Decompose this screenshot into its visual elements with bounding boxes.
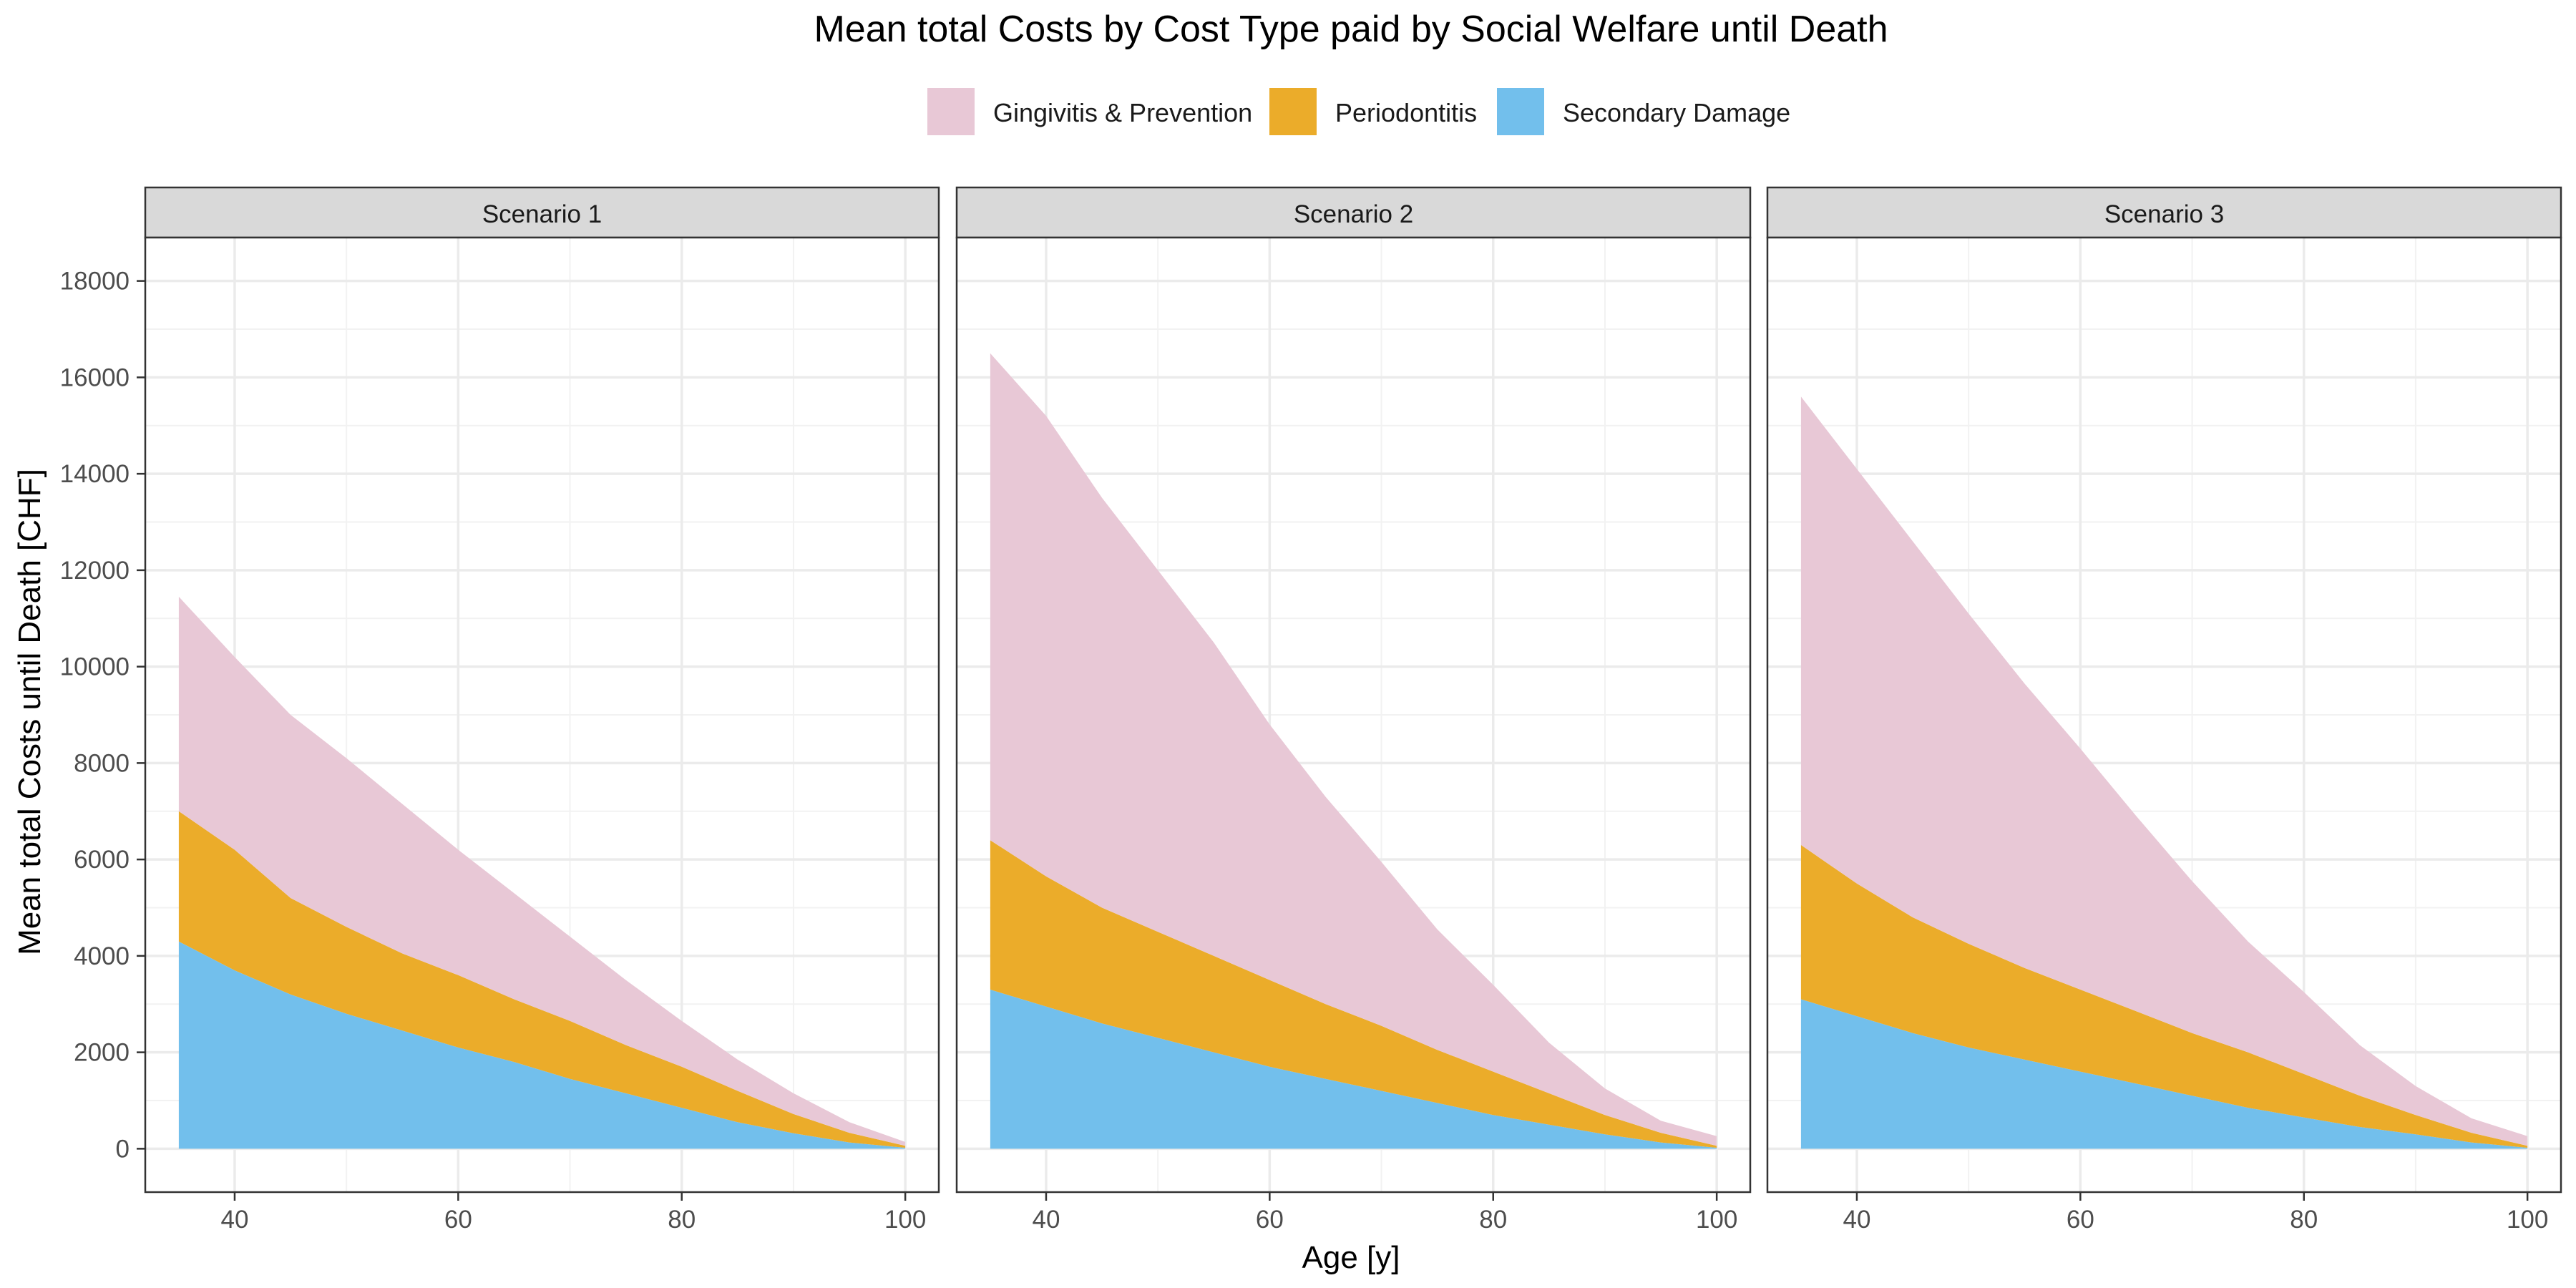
y-tick-label: 12000: [60, 557, 130, 585]
facet-label: Scenario 3: [2104, 200, 2224, 228]
x-tick-label: 100: [2507, 1206, 2548, 1234]
panel-1: Scenario 1 40 60 80 100 0 2000 4000 6000 8000 1000…: [60, 186, 940, 1234]
legend-key-secondary: [1497, 88, 1544, 135]
legend-label-gingivitis: Gingivitis & Prevention: [993, 98, 1252, 127]
area-periodontitis: [990, 840, 1717, 1148]
x-tick-label: 40: [1843, 1206, 1870, 1234]
x-tick-label: 100: [1696, 1206, 1737, 1234]
legend: Gingivitis & Prevention Periodontitis Seco…: [927, 88, 1790, 135]
x-tick-label: 60: [444, 1206, 472, 1234]
legend-key-gingivitis: [927, 88, 975, 135]
area-secondary: [1800, 999, 2528, 1149]
y-tick-label: 18000: [60, 268, 130, 296]
y-tick-label: 2000: [74, 1039, 130, 1067]
facet-label: Scenario 2: [1294, 200, 1413, 228]
x-tick-label: 60: [2067, 1206, 2094, 1234]
facet-strip: [1766, 186, 2562, 239]
x-tick-label: 100: [884, 1206, 926, 1234]
legend-label-periodontitis: Periodontitis: [1335, 98, 1477, 127]
y-tick-label: 16000: [60, 364, 130, 391]
panels: Scenario 1 40 60 80 100 0 2000 4000 6000 8000 1000…: [60, 186, 2562, 1234]
facet-strip: [144, 186, 940, 239]
legend-label-secondary: Secondary Damage: [1563, 98, 1790, 127]
x-axis-label: Age [y]: [1302, 1240, 1400, 1275]
panel-3: Scenario 3 40 60 80 100: [1766, 186, 2562, 1234]
panel-2: Scenario 2 40 60 80 100: [955, 186, 1752, 1234]
panel-border: [955, 236, 1752, 1194]
chart-title: Mean total Costs by Cost Type paid by So…: [814, 9, 1888, 50]
x-tick-label: 40: [1032, 1206, 1060, 1234]
x-tick-label: 80: [668, 1206, 696, 1234]
area-secondary: [990, 990, 1717, 1149]
y-tick-label: 6000: [74, 846, 130, 874]
x-tick-label: 40: [220, 1206, 248, 1234]
facet-strip: [955, 186, 1752, 239]
y-axis-label: Mean total Costs until Death [CHF]: [12, 469, 47, 955]
area-gingivitis: [990, 353, 1717, 1146]
area-gingivitis: [178, 596, 906, 1146]
x-tick-label: 60: [1256, 1206, 1284, 1234]
facet-label: Scenario 1: [482, 200, 602, 228]
x-tick-label: 80: [1479, 1206, 1507, 1234]
y-tick-label: 4000: [74, 942, 130, 970]
area-periodontitis: [178, 811, 906, 1148]
y-tick-label: 14000: [60, 460, 130, 488]
y-tick-label: 10000: [60, 653, 130, 681]
panel-border: [144, 236, 940, 1194]
panel-border: [1766, 236, 2562, 1194]
area-secondary: [178, 941, 906, 1149]
area-gingivitis: [1800, 396, 2528, 1146]
area-periodontitis: [1800, 844, 2528, 1148]
x-tick-label: 80: [2290, 1206, 2318, 1234]
y-tick-label: 8000: [74, 749, 130, 777]
legend-key-periodontitis: [1269, 88, 1317, 135]
y-tick-label: 0: [116, 1135, 130, 1163]
